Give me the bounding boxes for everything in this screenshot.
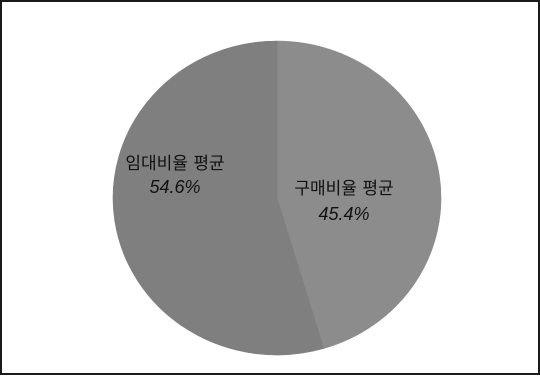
pie-slice-value-1: 45.4% [318, 204, 369, 224]
pie-labels: 구매비율 평균 45.4% 임대비율 평균 54.6% [125, 154, 393, 224]
pie-slice-value-2: 54.6% [149, 177, 200, 197]
pie-slices [112, 40, 442, 356]
pie-slice-label-1: 구매비율 평균 [294, 179, 393, 199]
pie-slice-label-2: 임대비율 평균 [125, 154, 224, 174]
pie-slice-1 [276, 40, 442, 349]
pie-slice-2 [112, 40, 325, 356]
